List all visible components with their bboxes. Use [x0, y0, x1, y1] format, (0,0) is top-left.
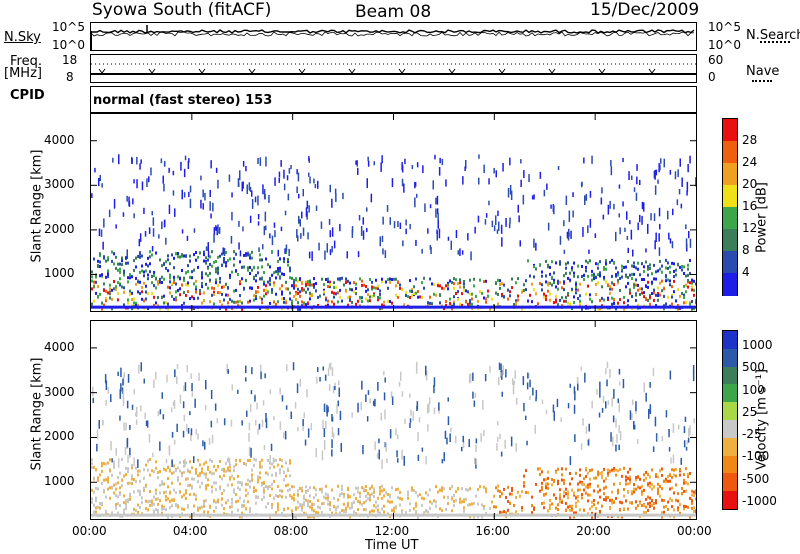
freq-dip-mark [198, 68, 206, 74]
nsky-tick-high: 10^5 [52, 20, 85, 34]
x-tick-6: 00:00 [677, 524, 712, 538]
velocity-ylabel: Slant Range [km] [29, 357, 45, 471]
nsearch-label: N.Search [746, 28, 800, 43]
power-panel [90, 113, 697, 312]
velocity-colorbar-tick-4: -25 [742, 427, 762, 442]
freq-unit: [MHz] [4, 66, 42, 81]
power-colorbar-tick-4: 20 [742, 177, 758, 191]
velocity-colorbar-segment [723, 384, 737, 403]
velocity-colorbar-segment [723, 348, 737, 368]
freq-dip-mark [498, 68, 506, 74]
power-colorbar-segment [723, 273, 737, 296]
power-colorbar-tick-5: 24 [742, 155, 758, 169]
power-colorbar-tick-2: 12 [742, 221, 758, 235]
power-colorbar-segment [723, 251, 737, 274]
power-colorbar-label: Power [dB] [754, 182, 770, 253]
nsky-panel [90, 22, 697, 51]
beam-title: Beam 08 [355, 2, 432, 22]
x-tick-3: 12:00 [374, 524, 410, 538]
power-colorbar-tick-6: 28 [742, 133, 758, 147]
velocity-colorbar-tick-5: -100 [742, 449, 770, 464]
power-colorbar-tick-3: 16 [742, 199, 758, 213]
freq-dip-mark [248, 68, 256, 74]
velocity-ytick-2000: 2000 [44, 429, 75, 444]
freq-dip-mark [348, 68, 356, 74]
x-tick-4: 16:00 [475, 524, 510, 538]
freq-dip-mark [398, 68, 406, 74]
cpid-label: CPID [10, 88, 45, 103]
freq-tick-high: 18 [62, 53, 78, 67]
velocity-echo-cells [91, 361, 696, 519]
power-colorbar-segment [723, 163, 737, 186]
nave-legend-line [752, 80, 772, 82]
velocity-colorbar-tick-3: 25 [742, 404, 758, 419]
power-colorbar-segment [723, 141, 737, 164]
freq-label: Freq. [10, 54, 42, 69]
freq-dip-mark [448, 68, 456, 74]
velocity-colorbar-segment [723, 491, 737, 510]
velocity-colorbar-tick-0: 1000 [742, 338, 773, 353]
velocity-ytick-1000: 1000 [44, 474, 75, 489]
velocity-colorbar-tick-6: -500 [742, 471, 770, 486]
velocity-colorbar [722, 330, 738, 510]
power-echo-cells [91, 154, 696, 311]
power-ytick-3000: 3000 [44, 177, 75, 192]
velocity-colorbar-segment [723, 420, 737, 439]
x-tick-2: 08:00 [273, 524, 309, 538]
velocity-colorbar-segment [723, 402, 737, 421]
x-axis-label: Time UT [365, 538, 419, 553]
freq-dip-mark [548, 68, 556, 74]
freq-dip-mark [148, 68, 156, 74]
velocity-colorbar-segment [723, 366, 737, 385]
nsearch-tick-high: 10^5 [708, 20, 741, 34]
freq-dip-mark [648, 68, 656, 74]
nsearch-legend-line [760, 41, 790, 43]
power-ytick-1000: 1000 [44, 266, 75, 281]
nave-tick-low: 0 [708, 70, 716, 84]
power-colorbar-tick-0: 4 [742, 265, 750, 279]
freq-dip-mark [298, 68, 306, 74]
power-colorbar-segment [723, 119, 737, 142]
station-title: Syowa South (fitACF) [92, 0, 272, 20]
freq-panel [90, 54, 697, 83]
x-tick-1: 04:00 [172, 524, 208, 538]
nsky-trace [91, 25, 695, 50]
power-colorbar-segment [723, 229, 737, 252]
power-heatmap [91, 114, 696, 311]
velocity-colorbar-tick-7: -1000 [742, 493, 777, 508]
cpid-panel: normal (fast stereo) 153 [90, 86, 697, 113]
velocity-colorbar-tick-1: 500 [742, 360, 765, 375]
cpid-text: normal (fast stereo) 153 [93, 93, 273, 108]
nsky-label: N.Sky [4, 30, 41, 45]
nave-tick-high: 60 [708, 53, 724, 67]
power-ylabel: Slant Range [km] [29, 149, 45, 263]
velocity-colorbar-segment [723, 437, 737, 457]
power-colorbar-segment [723, 185, 737, 208]
power-colorbar-segment [723, 207, 737, 230]
freq-tick-low: 8 [66, 70, 74, 84]
velocity-colorbar-segment [723, 455, 737, 474]
freq-dip-mark [598, 68, 606, 74]
power-colorbar-tick-1: 8 [742, 243, 750, 257]
nave-label: Nave [746, 64, 780, 79]
freq-trace [91, 63, 696, 75]
freq-dip-mark [98, 68, 106, 74]
velocity-heatmap [91, 321, 696, 519]
date-title: 15/Dec/2009 [590, 0, 700, 20]
velocity-ytick-3000: 3000 [44, 384, 75, 399]
velocity-panel [90, 320, 697, 520]
velocity-ytick-4000: 4000 [44, 339, 75, 354]
nsky-tick-low: 10^0 [52, 38, 85, 52]
power-ytick-2000: 2000 [44, 221, 75, 236]
velocity-colorbar-segment [723, 331, 737, 350]
velocity-colorbar-segment [723, 473, 737, 492]
power-ytick-4000: 4000 [44, 132, 75, 147]
nsearch-tick-low: 10^0 [708, 38, 741, 52]
x-tick-5: 20:00 [576, 524, 611, 538]
power-colorbar [722, 118, 738, 296]
velocity-colorbar-tick-2: 100 [742, 382, 765, 397]
velocity-colorbar-label: Velocity [m s⁻¹] [754, 369, 770, 470]
x-tick-0: 00:00 [72, 524, 107, 538]
